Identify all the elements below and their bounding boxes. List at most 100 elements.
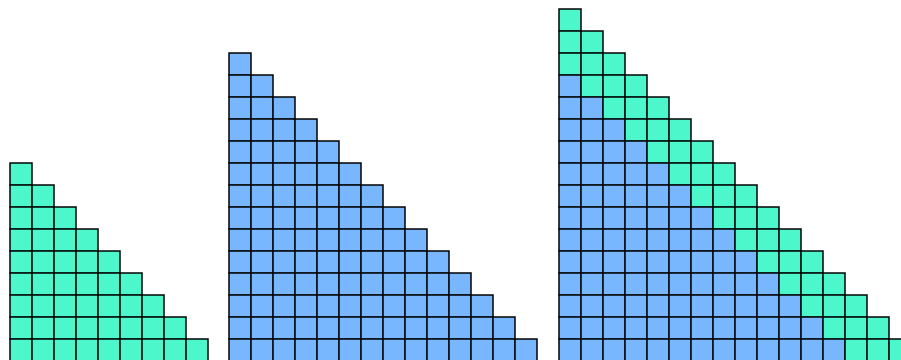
cell: [272, 162, 296, 186]
staircase: [9, 162, 209, 360]
cell: [426, 272, 450, 296]
cell: [294, 162, 318, 186]
cell: [426, 250, 450, 274]
cell: [844, 338, 868, 360]
cell: [272, 118, 296, 142]
cell: [558, 250, 582, 274]
cell: [602, 52, 626, 76]
cell: [119, 272, 143, 296]
cell: [53, 250, 77, 274]
cell: [360, 184, 384, 208]
cell: [712, 338, 736, 360]
cell: [558, 228, 582, 252]
cell: [228, 294, 252, 318]
cell: [404, 316, 428, 340]
cell: [272, 338, 296, 360]
cell: [360, 206, 384, 230]
cell: [448, 294, 472, 318]
cell: [712, 206, 736, 230]
cell: [690, 184, 714, 208]
cell: [602, 118, 626, 142]
cell: [580, 294, 604, 318]
cell: [97, 338, 121, 360]
cell: [734, 272, 758, 296]
cell: [866, 338, 890, 360]
cell: [360, 272, 384, 296]
cell: [404, 338, 428, 360]
cell: [668, 118, 692, 142]
cell: [272, 250, 296, 274]
cell: [558, 8, 582, 32]
cell: [492, 338, 516, 360]
cell: [250, 338, 274, 360]
cell: [580, 272, 604, 296]
cell: [734, 294, 758, 318]
cell: [228, 140, 252, 164]
cell: [668, 184, 692, 208]
cell: [668, 272, 692, 296]
cell: [426, 338, 450, 360]
cell: [558, 338, 582, 360]
cell: [690, 228, 714, 252]
cell: [646, 338, 670, 360]
cell: [712, 162, 736, 186]
cell: [294, 118, 318, 142]
staircase: [558, 8, 901, 360]
cell: [294, 140, 318, 164]
cell: [624, 206, 648, 230]
cell: [338, 272, 362, 296]
cell: [756, 338, 780, 360]
cell: [75, 338, 99, 360]
cell: [31, 272, 55, 296]
cell: [404, 294, 428, 318]
cell: [316, 184, 340, 208]
cell: [558, 118, 582, 142]
cell: [426, 316, 450, 340]
cell: [668, 294, 692, 318]
cell: [250, 118, 274, 142]
cell: [646, 184, 670, 208]
cell: [580, 162, 604, 186]
cell: [272, 228, 296, 252]
cell: [228, 96, 252, 120]
cell: [558, 30, 582, 54]
cell: [448, 272, 472, 296]
cell: [360, 228, 384, 252]
cell: [580, 30, 604, 54]
cell: [668, 250, 692, 274]
cell: [778, 338, 802, 360]
cell: [712, 228, 736, 252]
cell: [558, 184, 582, 208]
cell: [272, 184, 296, 208]
cell: [31, 228, 55, 252]
cell: [404, 250, 428, 274]
cell: [250, 184, 274, 208]
cell: [756, 294, 780, 318]
cell: [756, 250, 780, 274]
cell: [580, 228, 604, 252]
cell: [470, 294, 494, 318]
cell: [31, 316, 55, 340]
cell: [712, 250, 736, 274]
cell: [316, 228, 340, 252]
cell: [250, 162, 274, 186]
cell: [822, 338, 846, 360]
cell: [624, 294, 648, 318]
cell: [316, 162, 340, 186]
cell: [558, 96, 582, 120]
cell: [228, 250, 252, 274]
cell: [31, 294, 55, 318]
cell: [272, 96, 296, 120]
cell: [866, 316, 890, 340]
cell: [228, 162, 252, 186]
cell: [9, 294, 33, 318]
cell: [382, 228, 406, 252]
cell: [338, 338, 362, 360]
cell: [9, 338, 33, 360]
cell: [558, 52, 582, 76]
cell: [602, 184, 626, 208]
cell: [53, 272, 77, 296]
cell: [31, 250, 55, 274]
cell: [734, 228, 758, 252]
cell: [602, 272, 626, 296]
